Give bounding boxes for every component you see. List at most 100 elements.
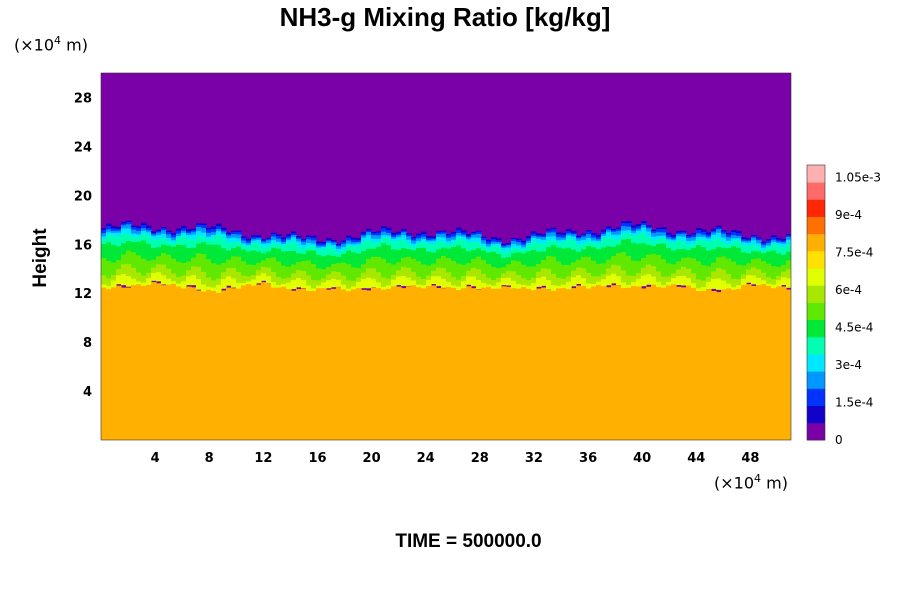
field-transition-cell [676,269,682,277]
field-transition-cell [426,237,432,241]
field-transition-cell [776,243,782,247]
field-transition-cell [411,258,417,273]
field-transition-cell [781,254,787,266]
field-transition-cell [576,267,582,276]
field-lower-column [406,286,412,440]
time-label: TIME = 500000.0 [395,531,542,552]
field-transition-cell [161,233,167,239]
field-transition-cell [631,225,637,229]
field-transition-cell [691,233,697,235]
field-lower-column [301,288,307,440]
field-transition-cell [466,235,472,239]
field-transition-cell [586,238,592,243]
field-transition-cell [266,240,272,244]
field-transition-cell [461,232,467,236]
field-transition-cell [551,285,557,291]
field-transition-cell [331,245,337,250]
field-lower-column [501,286,507,440]
field-transition-cell [616,238,622,246]
field-transition-cell [251,240,257,244]
field-transition-cell [521,249,527,254]
field-transition-cell [196,279,202,290]
field-transition-cell [716,268,722,280]
field-transition-cell [406,256,412,269]
field-transition-cell [571,232,577,235]
field-transition-cell [296,253,302,263]
field-transition-cell [111,235,117,246]
field-transition-cell [366,268,372,279]
field-transition-cell [406,233,412,236]
field-transition-cell [166,278,172,285]
field-lower-column [286,288,292,440]
field-transition-cell [591,233,597,236]
field-transition-cell [401,230,407,233]
field-transition-cell [566,276,572,283]
field-transition-cell [516,283,522,289]
field-transition-cell [381,258,387,279]
field-transition-cell [281,265,287,280]
field-transition-cell [146,230,152,233]
field-transition-cell [156,272,162,282]
field-transition-cell [486,239,492,242]
field-transition-cell [556,242,562,249]
field-transition-cell [331,242,337,246]
field-transition-cell [776,280,782,287]
field-transition-cell [446,244,452,250]
field-transition-cell [386,227,392,231]
field-transition-cell [201,223,207,226]
field-transition-cell [351,239,357,243]
field-transition-cell [136,255,142,274]
field-transition-cell [571,270,577,278]
field-transition-cell [131,278,137,286]
field-transition-cell [696,245,702,262]
field-transition-cell [181,230,187,234]
field-transition-cell [756,237,762,240]
field-transition-cell [646,228,652,233]
field-transition-cell [441,231,447,235]
field-transition-cell [576,240,582,246]
field-transition-cell [651,276,657,285]
y-tick-label: 28 [74,92,92,107]
field-transition-cell [231,242,237,249]
field-transition-cell [411,246,417,251]
field-transition-cell [611,231,617,236]
field-transition-cell [581,236,587,241]
field-transition-cell [461,239,467,249]
field-transition-cell [391,236,397,240]
field-transition-cell [111,230,117,234]
field-transition-cell [561,248,567,266]
field-transition-cell [121,228,127,235]
field-transition-cell [411,271,417,282]
field-transition-cell [246,240,252,244]
field-lower-column [456,289,462,440]
field-transition-cell [561,232,567,236]
field-transition-cell [621,230,627,236]
field-lower-column [256,284,262,440]
field-transition-cell [621,282,627,289]
field-transition-cell [626,255,632,277]
field-lower-column [741,284,747,440]
field-transition-cell [711,249,717,264]
field-transition-cell [401,248,407,259]
field-transition-cell [466,234,472,237]
field-transition-cell [421,285,427,289]
field-transition-cell [781,239,787,242]
field-transition-cell [261,243,267,248]
colorbar-swatch [807,302,825,321]
field-transition-cell [246,246,252,253]
field-transition-cell [286,236,292,239]
field-lower-column [736,288,742,440]
field-transition-cell [156,229,162,232]
field-transition-cell [506,271,512,279]
field-transition-cell [516,242,522,247]
colorbar-swatch [807,319,825,338]
colorbar-tick-label: 4.5e-4 [835,321,873,335]
field-lower-column [461,288,467,440]
field-transition-cell [706,236,712,240]
field-transition-cell [611,239,617,248]
field-transition-cell [451,242,457,248]
field-transition-cell [256,238,262,241]
field-transition-cell [226,238,232,244]
field-transition-cell [711,239,717,250]
field-transition-cell [681,232,687,235]
